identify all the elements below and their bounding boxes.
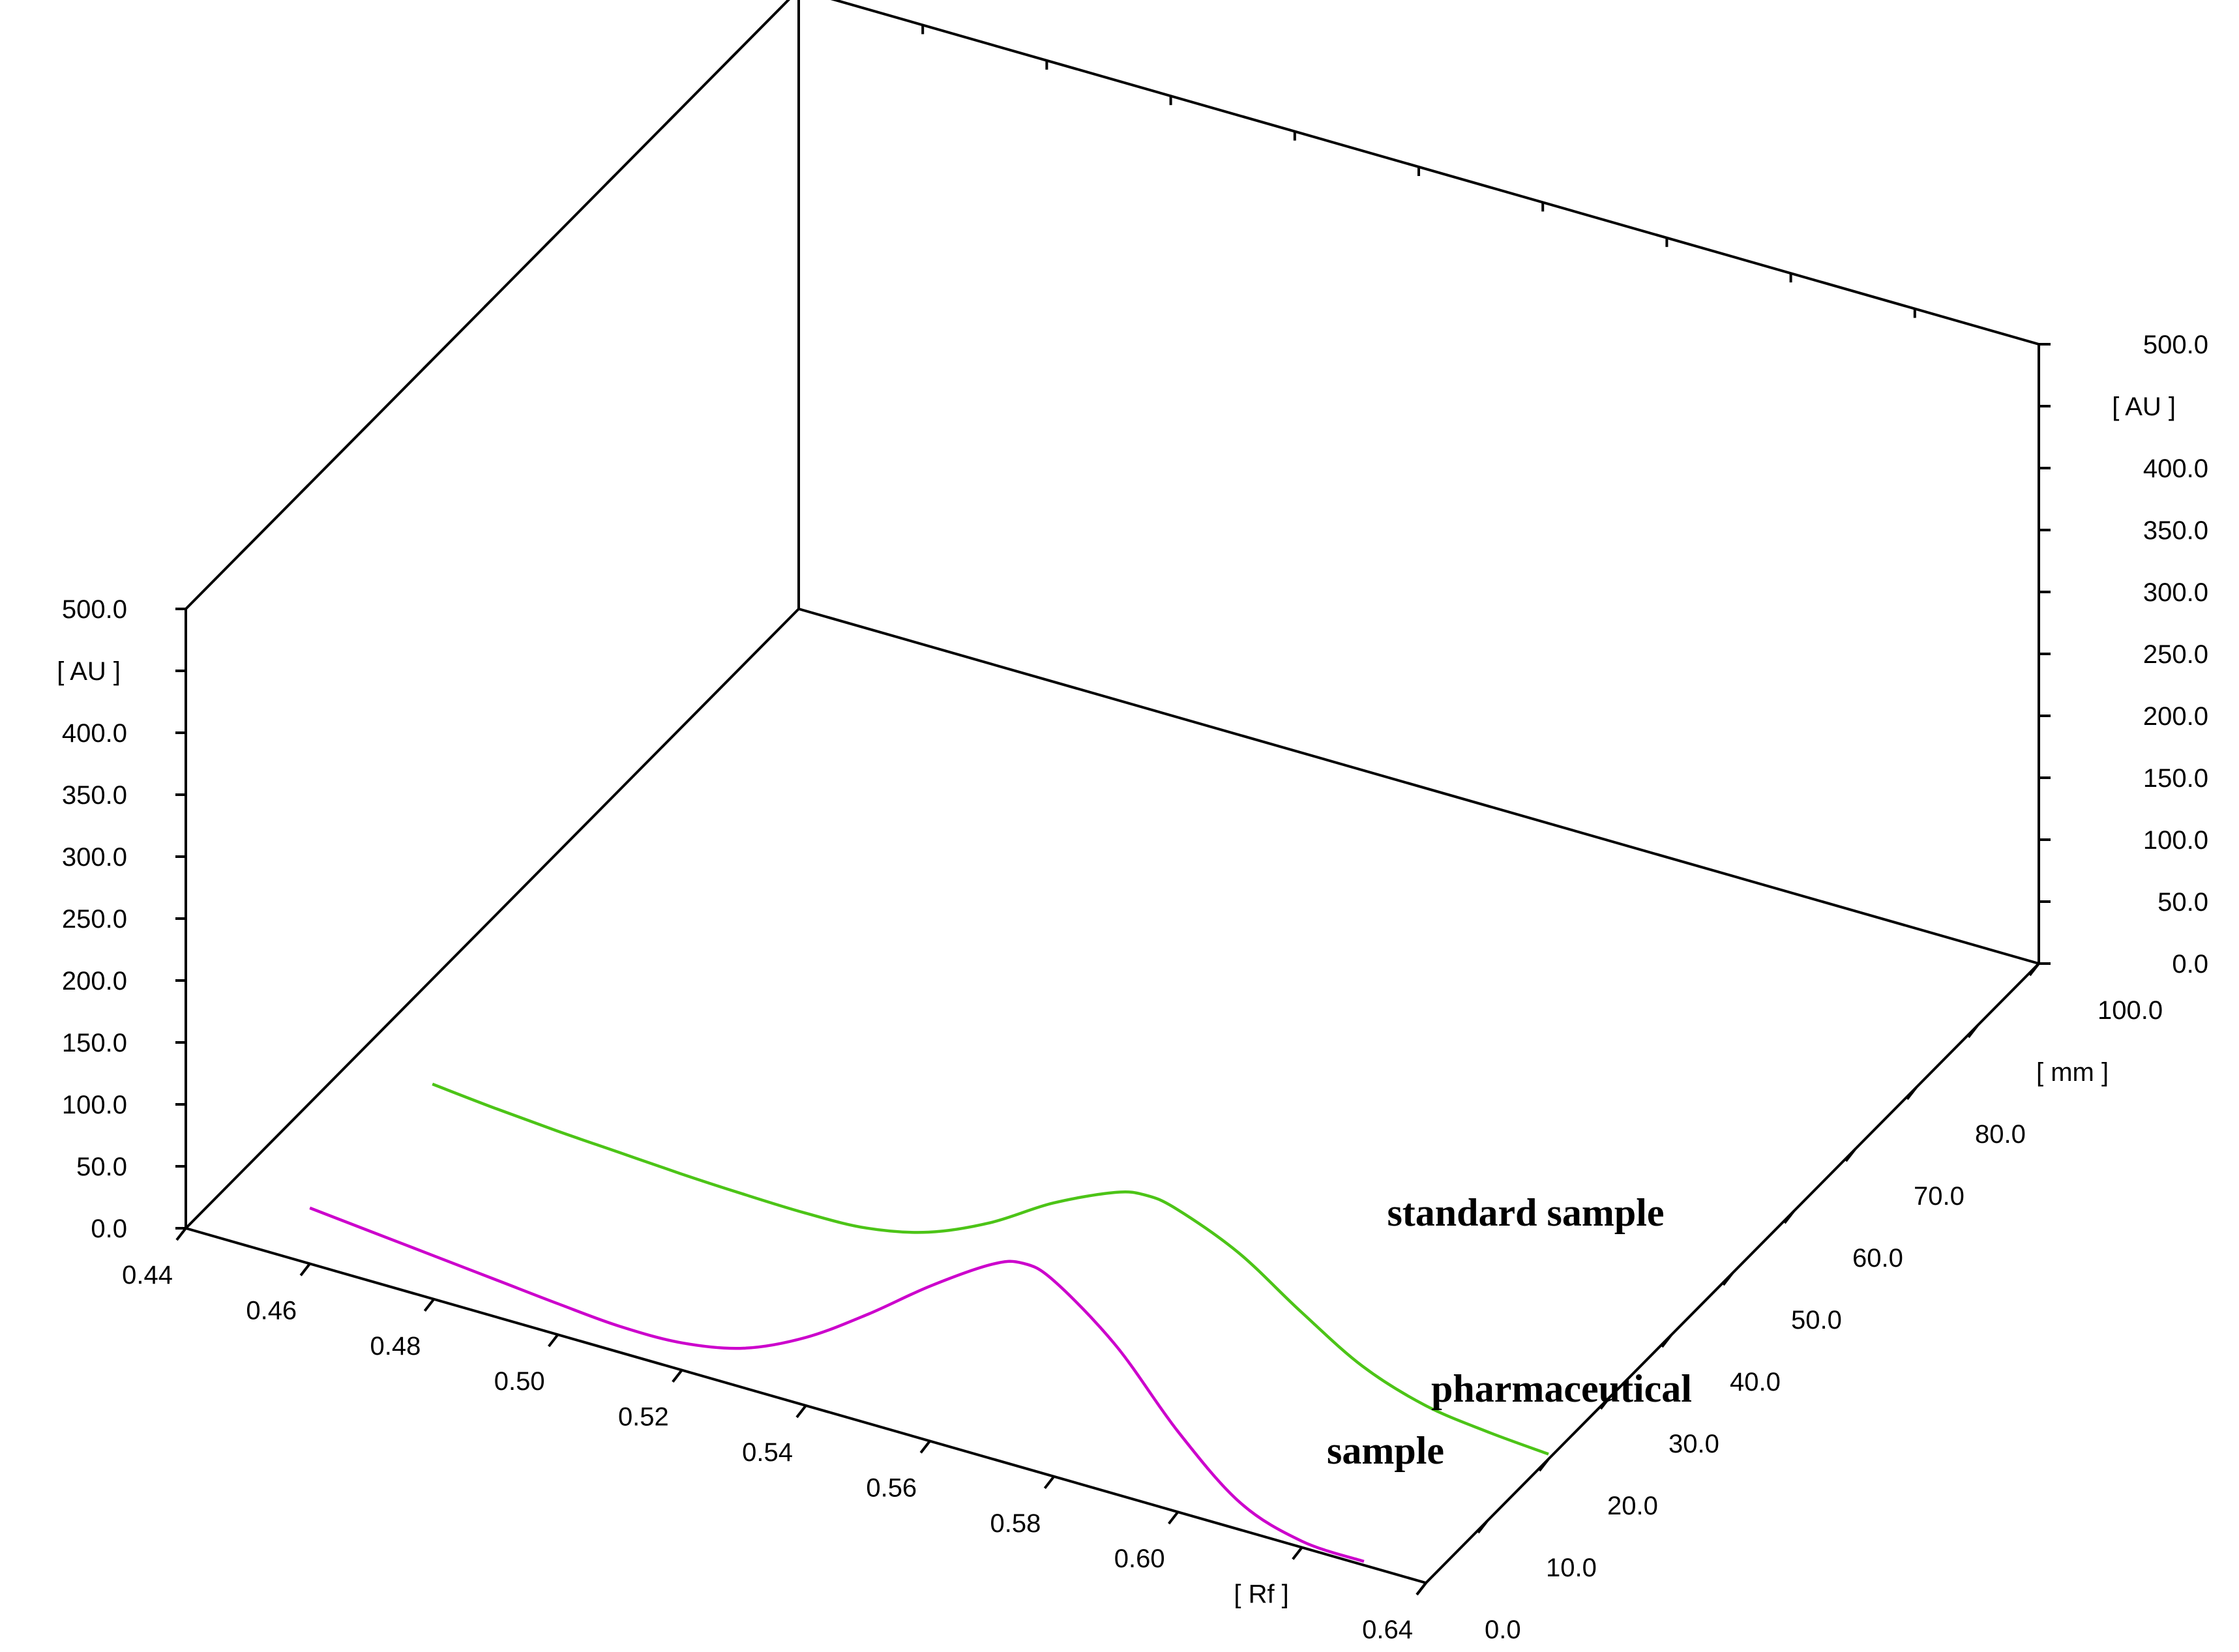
rf-tick-label: 0.56	[866, 1473, 917, 1502]
rf-tick-label: 0.58	[990, 1509, 1041, 1538]
right-au-tick-label: 150.0	[2143, 764, 2208, 793]
depth-edge-tick	[606, 174, 616, 184]
mm-tick-label: 100.0	[2098, 996, 2163, 1025]
rf-tick-label: 0.50	[494, 1367, 545, 1396]
mm-tick-label: 30.0	[1668, 1430, 1719, 1458]
rf-tick	[548, 1333, 559, 1348]
left-au-tick-label: 500.0	[62, 595, 127, 624]
rf-tick	[1292, 1546, 1303, 1560]
left-au-tick-label: 100.0	[62, 1091, 127, 1119]
mm-tick	[1783, 1210, 1795, 1224]
mm-tick	[1599, 1396, 1611, 1410]
mm-tick	[1722, 1272, 1734, 1286]
right-au-tick-label: 100.0	[2143, 826, 2208, 855]
depth-edge-tick	[728, 50, 739, 61]
standard-sample-label: standard sample	[1387, 1191, 1664, 1234]
left-au-unit-label: [ AU ]	[57, 657, 121, 686]
rf-tick	[672, 1369, 683, 1383]
rf-tick-label: 0.54	[742, 1438, 793, 1467]
rf-tick	[795, 1404, 807, 1419]
axis-ticks	[175, 25, 2051, 1596]
mm-tick	[1538, 1458, 1550, 1472]
mm-tick-label: 50.0	[1791, 1306, 1842, 1335]
mm-tick-label: 10.0	[1546, 1554, 1597, 1582]
left-au-tick-label: 350.0	[62, 781, 127, 810]
mm-tick	[1845, 1148, 1856, 1162]
floor-back-edge	[798, 608, 2039, 965]
pharmaceutical-sample-label-line1: pharmaceutical	[1431, 1367, 1692, 1410]
right-au-tick-label: 350.0	[2143, 516, 2208, 545]
mm-tick	[1661, 1334, 1672, 1348]
floor-left-edge	[185, 608, 800, 1230]
mm-tick-label: 80.0	[1975, 1120, 2026, 1149]
rf-tick	[1168, 1511, 1179, 1525]
mm-tick-label: 20.0	[1607, 1492, 1658, 1520]
right-au-tick-label: 0.0	[2172, 950, 2208, 979]
left-au-tick-label: 200.0	[62, 967, 127, 996]
mm-unit-label: [ mm ]	[2036, 1058, 2109, 1087]
depth-edge-tick	[422, 360, 432, 370]
mm-tick	[1906, 1086, 1918, 1100]
mm-tick	[1477, 1520, 1489, 1534]
mm-tick	[1416, 1582, 1427, 1596]
left-au-tick-label: 250.0	[62, 905, 127, 934]
depth-edge-tick	[238, 546, 248, 556]
mm-tick-label: 0.0	[1485, 1615, 1521, 1644]
right-au-unit-label: [ AU ]	[2112, 392, 2176, 421]
rf-tick-label: 0.64	[1362, 1615, 1413, 1644]
depth-edge-tick	[483, 298, 494, 308]
left-au-tick-label: 300.0	[62, 843, 127, 872]
series-line-0	[432, 1082, 1549, 1456]
rf-tick-label: 0.48	[370, 1332, 421, 1361]
right-au-tick-label: 200.0	[2143, 702, 2208, 731]
depth-edge-tick	[544, 236, 555, 246]
series-lines	[309, 1082, 1549, 1563]
rf-tick-label: 0.44	[122, 1261, 173, 1290]
pharmaceutical-sample-label-line2: sample	[1327, 1429, 1444, 1472]
depth-edge-tick	[299, 484, 310, 494]
series-line-1	[309, 1206, 1365, 1563]
top-left-edge	[185, 0, 790, 610]
right-au-tick-label: 400.0	[2143, 454, 2208, 483]
mm-tick	[1967, 1024, 1979, 1039]
right-au-tick-label: 300.0	[2143, 578, 2208, 607]
left-au-tick-label: 50.0	[76, 1153, 127, 1181]
left-au-tick-label: 400.0	[62, 719, 127, 748]
mm-tick-label: 70.0	[1914, 1182, 1965, 1211]
depth-edge-tick	[361, 422, 371, 432]
depth-edge-tick	[667, 112, 677, 123]
rf-unit-label: [ Rf ]	[1234, 1580, 1288, 1609]
mm-tick	[2028, 962, 2040, 977]
rf-tick-label: 0.46	[246, 1296, 297, 1325]
rf-tick-label: 0.52	[618, 1403, 669, 1432]
mm-tick-label: 60.0	[1852, 1244, 1903, 1273]
rf-tick	[1043, 1475, 1055, 1490]
rf-tick-label: 0.60	[1114, 1544, 1165, 1573]
right-au-tick-label: 250.0	[2143, 640, 2208, 669]
chart-labels: 0.0 50.0 100.0 150.0 200.0 250.0 300.0 350.0 400…	[57, 331, 2208, 1644]
left-au-tick-label: 150.0	[62, 1029, 127, 1057]
rf-tick	[175, 1227, 187, 1241]
left-au-tick-label: 0.0	[91, 1215, 127, 1243]
rf-tick	[423, 1298, 435, 1312]
rf-tick	[919, 1440, 931, 1454]
right-au-tick-label: 50.0	[2157, 888, 2208, 917]
rf-tick	[299, 1263, 311, 1276]
right-au-tick-label: 500.0	[2143, 331, 2208, 359]
chart-frame	[185, 0, 2040, 1584]
mm-tick-label: 40.0	[1730, 1368, 1781, 1396]
